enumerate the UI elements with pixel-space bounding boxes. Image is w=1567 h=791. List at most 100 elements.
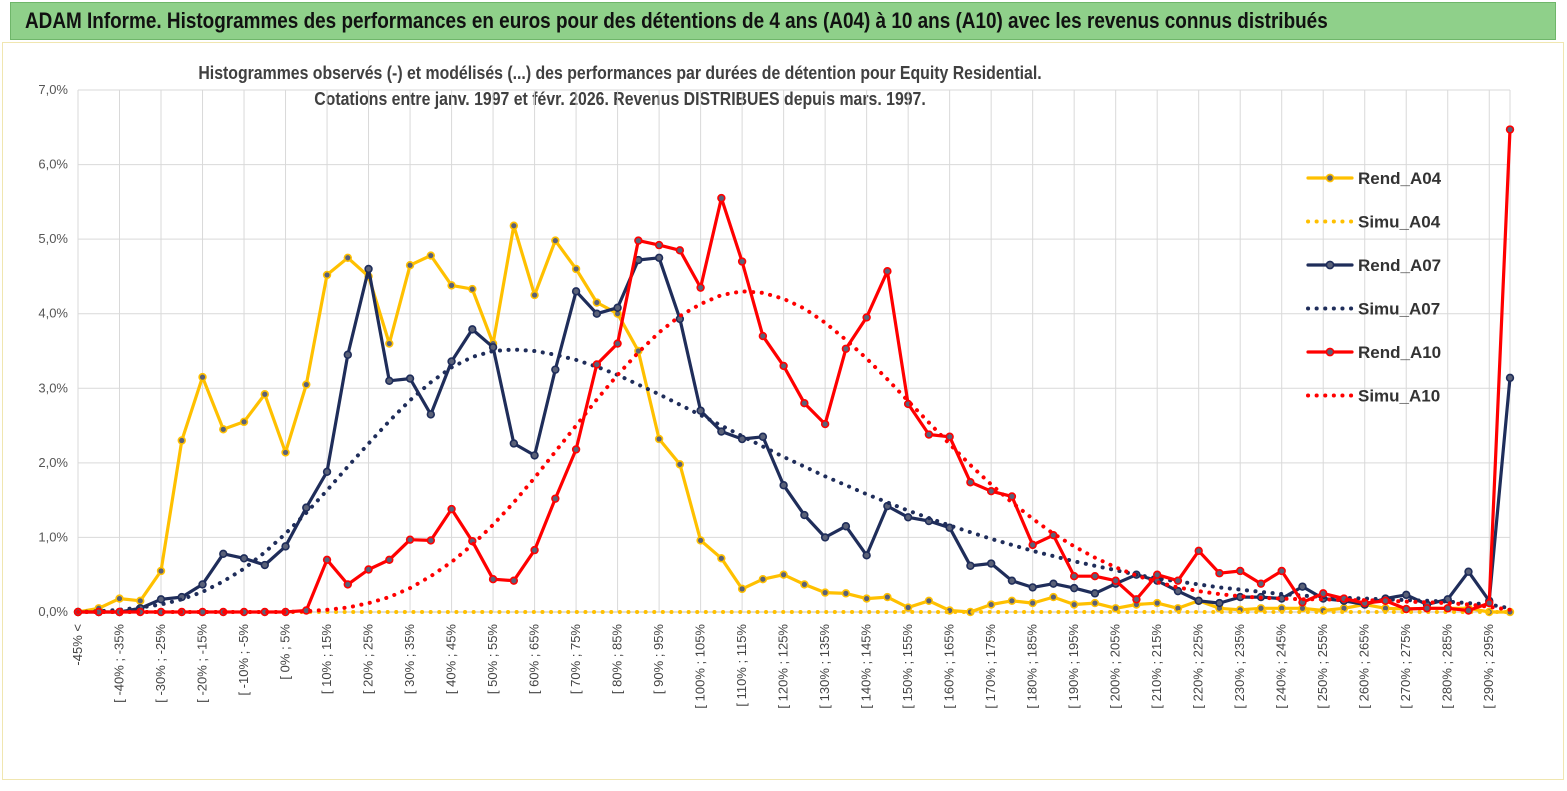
data-point [551,236,560,245]
chart-frame [2,42,1564,780]
data-point [654,253,664,262]
series-line-rend-a07 [76,256,1512,614]
x-tick-label: [ 20% ; 25% [361,624,376,695]
x-tick-label: [ 50% ; 55% [485,624,500,695]
legend-marker [1325,173,1335,183]
data-point [343,350,352,359]
data-point [322,270,332,280]
data-point [966,478,975,487]
series-line-rend-a10 [76,127,1512,614]
data-point [1028,540,1037,550]
data-point [1173,586,1183,596]
data-point [986,486,996,496]
legend-item-simu-a10: Simu_A10 [1306,387,1440,406]
x-tick-label: [ 140% ; 145% [859,624,874,709]
data-point [385,339,394,348]
y-tick-label: 0,0% [38,604,68,619]
legend-label: Simu_A10 [1358,387,1440,406]
legend-marker [1325,260,1335,270]
x-tick-label: [ 210% ; 215% [1149,624,1164,709]
x-tick-label: [ 130% ; 135% [817,624,832,709]
data-point [592,360,602,369]
x-tick-label: [ 60% ; 65% [527,624,542,695]
data-point [592,309,602,318]
data-point [530,290,539,300]
data-point [903,603,913,612]
data-point [509,439,519,448]
data-point [841,522,851,531]
data-point [551,494,560,503]
x-tick-label: [ 180% ; 185% [1025,624,1040,709]
data-point [1422,604,1432,613]
data-point [219,549,228,559]
x-tick-label: [ 270% ; 275% [1398,624,1413,709]
data-point [343,253,352,262]
data-point [862,594,871,603]
legend-item-rend-a07: Rend_A07 [1306,256,1441,275]
legend-label: Simu_A04 [1358,213,1441,232]
x-tick-label: [ 160% ; 165% [942,624,957,709]
chart-title: Histogrammes observés (-) et modélisés (… [0,60,1240,112]
data-point [1194,546,1203,556]
data-point [800,510,809,520]
x-tick-label: [ 280% ; 285% [1440,624,1455,709]
data-point [613,303,622,312]
data-point [426,536,436,545]
data-point [675,460,685,469]
data-point [1028,583,1037,592]
data-point [592,298,602,307]
x-tick-label: [ 230% ; 235% [1232,624,1247,709]
data-point [198,372,207,382]
data-point [447,504,456,514]
legend-label: Simu_A07 [1358,300,1440,319]
data-point [1256,604,1266,613]
data-point [1464,567,1473,576]
legend-item-rend-a04: Rend_A04 [1306,169,1442,188]
data-point [1464,606,1473,615]
data-point [198,580,207,589]
legend-label: Rend_A04 [1358,169,1442,188]
data-point [737,257,747,266]
data-point [862,313,871,322]
data-point [717,193,726,203]
legend-item-simu-a07: Simu_A07 [1306,300,1440,319]
data-point [530,451,539,460]
data-point [1443,604,1452,613]
data-point [1256,579,1266,588]
chart-title-line-2: Cotations entre janv. 1997 et févr. 2026… [314,89,926,109]
x-tick-label: [ 220% ; 225% [1191,624,1206,709]
data-point [530,545,539,555]
data-point [405,374,415,383]
y-tick-label: 3,0% [38,380,68,395]
legend-marker [1325,347,1335,357]
data-point [737,584,747,594]
x-tick-label: [ -20% ; -15% [195,624,210,703]
data-point [613,339,622,348]
y-axis-ticks: 0,0% 1,0% 2,0% 3,0% 4,0% 5,0% 6,0% 7,0% [38,82,68,619]
x-tick-label: [ 120% ; 125% [776,624,791,709]
data-point [364,264,373,274]
data-point [1505,373,1515,383]
data-point [405,535,415,544]
data-point [1069,572,1079,581]
x-tick-label: [ 110% ; 115% [734,624,749,707]
data-point [883,592,892,602]
data-point [820,588,830,597]
y-tick-label: 6,0% [38,157,68,172]
data-point [1215,569,1224,578]
legend-item-simu-a04: Simu_A04 [1306,213,1441,232]
data-point [717,554,726,563]
data-point [862,551,871,560]
y-tick-label: 4,0% [38,306,68,321]
data-point [1236,566,1245,576]
data-point [468,325,477,334]
data-point [1152,598,1162,608]
x-tick-label: [ 80% ; 85% [610,624,625,695]
data-point [924,430,934,439]
series-layer [73,125,1515,617]
data-point [1069,583,1079,593]
data-point [820,419,830,429]
data-point [509,221,519,230]
data-point [820,533,830,542]
